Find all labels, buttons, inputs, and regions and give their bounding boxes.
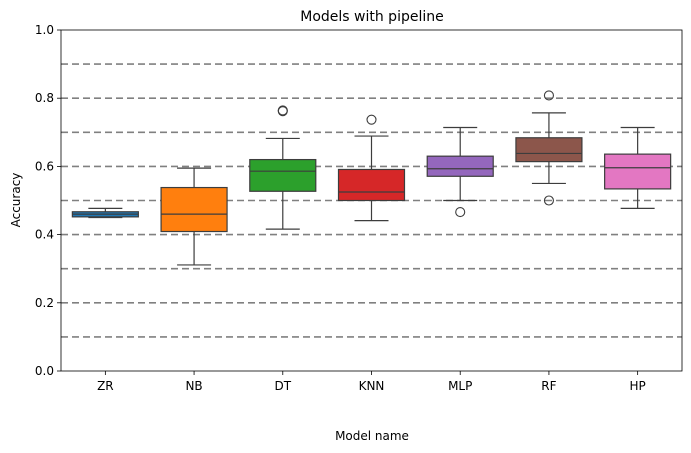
x-tick-label: MLP: [448, 379, 472, 393]
x-tick-label: ZR: [97, 379, 114, 393]
y-tick-label: 1.0: [35, 23, 54, 37]
box-mlp: [426, 126, 494, 218]
y-tick-label: 0.8: [35, 91, 54, 105]
x-axis-ticks: ZR NB DT KNN MLP RF HP: [97, 371, 646, 393]
box-iqr: [249, 158, 317, 192]
y-tick-label: 0.0: [35, 364, 54, 378]
box-hp: [604, 126, 672, 209]
x-tick-label: DT: [274, 379, 291, 393]
box-iqr: [160, 186, 228, 233]
outlier-point: [543, 195, 554, 206]
box-zr: [71, 207, 139, 219]
chart-title: Models with pipeline: [300, 9, 443, 25]
box-nb: [160, 167, 228, 266]
x-tick-label: HP: [630, 379, 646, 393]
y-axis-ticks: 0.0 0.2 0.4 0.6 0.8 1.0: [35, 23, 61, 378]
y-tick-label: 0.6: [35, 159, 54, 173]
boxes: [71, 90, 672, 266]
box-iqr: [426, 155, 494, 177]
box-iqr: [604, 153, 672, 190]
y-axis-title: Accuracy: [9, 173, 23, 228]
x-tick-label: RF: [541, 379, 556, 393]
box-iqr: [337, 168, 406, 202]
box-knn: [337, 114, 406, 222]
outlier-point: [277, 105, 288, 116]
x-axis-title: Model name: [335, 429, 409, 443]
y-tick-label: 0.2: [35, 296, 54, 310]
box-rf: [515, 90, 583, 206]
outlier-point: [455, 207, 466, 218]
y-tick-label: 0.4: [35, 228, 54, 242]
box-dt: [249, 105, 317, 230]
outlier-point: [366, 114, 377, 125]
x-tick-label: KNN: [359, 379, 385, 393]
outlier-point: [543, 90, 554, 101]
box-iqr: [515, 137, 583, 163]
x-tick-label: NB: [185, 379, 202, 393]
